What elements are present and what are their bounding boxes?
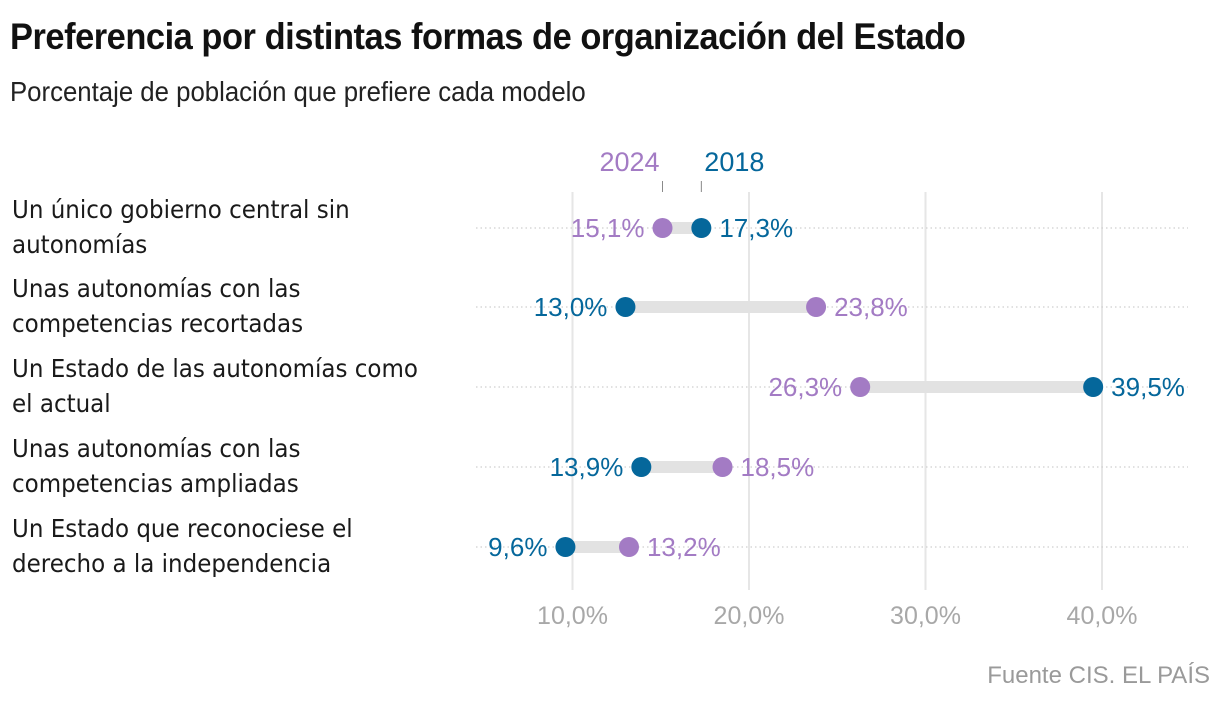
point-2024 (806, 297, 827, 317)
row-label-line: Un Estado de las autonomías como (12, 354, 418, 383)
point-2024 (712, 457, 733, 477)
row-label-line: autonomías (12, 230, 148, 259)
row-label: Un Estado de las autonomías como el actu… (12, 351, 444, 421)
row-label-line: Un único gobierno central sin (12, 195, 350, 224)
value-label-2018: 9,6% (488, 532, 547, 562)
point-2018 (691, 218, 712, 238)
x-tick-label: 10,0% (537, 602, 608, 630)
row-label: Unas autonomías con las competencias rec… (12, 271, 444, 341)
point-2024 (652, 218, 673, 238)
point-2018 (1083, 377, 1104, 397)
row-label: Un Estado que reconociese el derecho a l… (12, 511, 444, 581)
row-label-line: derecho a la independencia (12, 549, 332, 578)
value-label-2024: 15,1% (571, 213, 645, 243)
row-label-line: Unas autonomías con las (12, 274, 301, 303)
x-tick-label: 20,0% (714, 602, 785, 630)
value-label-2018: 13,9% (550, 452, 624, 482)
x-tick-label: 30,0% (890, 602, 961, 630)
source-note: Fuente CIS. EL PAÍS (987, 662, 1210, 689)
value-label-2018: 17,3% (719, 213, 793, 243)
value-label-2024: 23,8% (834, 292, 908, 322)
point-2018 (555, 537, 576, 557)
value-label-2024: 18,5% (741, 452, 815, 482)
row-label: Unas autonomías con las competencias amp… (12, 431, 444, 501)
row-label: Un único gobierno central sin autonomías (12, 192, 444, 262)
row-label-line: el actual (12, 389, 111, 418)
row-label-line: Un Estado que reconociese el (12, 514, 353, 543)
point-2024 (618, 537, 639, 557)
legend-label-2018: 2018 (704, 147, 764, 177)
chart-subtitle: Porcentaje de población que prefiere cad… (10, 76, 586, 107)
value-label-2018: 39,5% (1111, 372, 1185, 402)
row-label-line: competencias recortadas (12, 309, 304, 338)
point-2018 (631, 457, 652, 477)
row-label-line: competencias ampliadas (12, 469, 299, 498)
x-tick-label: 40,0% (1067, 602, 1138, 630)
point-2024 (850, 377, 871, 397)
chart-title: Preferencia por distintas formas de orga… (10, 16, 966, 57)
row-label-line: Unas autonomías con las (12, 434, 301, 463)
value-label-2018: 13,0% (534, 292, 608, 322)
value-label-2024: 26,3% (768, 372, 842, 402)
value-label-2024: 13,2% (647, 532, 721, 562)
point-2018 (615, 297, 636, 317)
legend-label-2024: 2024 (599, 147, 659, 177)
